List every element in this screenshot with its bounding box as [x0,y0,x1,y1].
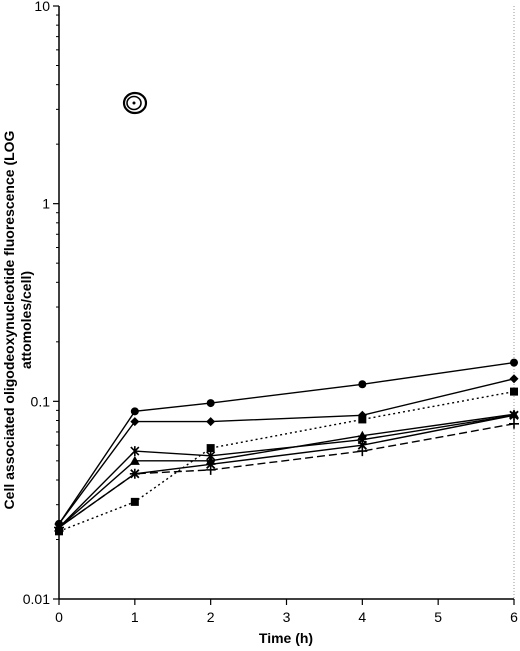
data-point-square [358,415,367,424]
data-point-circle [206,399,215,408]
y-axis-title-line2: attomoles/cell) [18,271,34,369]
data-point-square [206,444,215,453]
series-line [58,361,515,525]
y-tick-label: 0.01 [23,591,50,607]
data-point-plus [54,522,64,533]
y-tick-label: 10 [34,0,50,14]
data-point-square [510,387,518,396]
data-point-triangle [129,455,140,465]
series-7-plus [54,418,519,533]
data-point-x [357,440,367,450]
x-tick-label: 2 [207,609,215,625]
data-point-plus [509,418,519,429]
y-axis-ticks: 0.01 0.1 1 10 [23,0,59,607]
x-tick-label: 1 [131,609,139,625]
series-line [58,423,515,529]
series-2-diamond [54,374,519,529]
x-tick-label: 3 [283,609,291,625]
data-point-square [130,497,139,506]
y-axis-title-line1: Cell associated oligodeoxynucleotide flu… [1,130,17,509]
x-tick-label: 4 [358,609,366,625]
data-point-plus [357,446,368,457]
data-point-circle [130,407,139,416]
series-1-circle [55,358,518,528]
series-line [58,390,515,532]
data-point-plus [129,468,140,479]
data-point-diamond [509,374,519,384]
data-point-x [206,459,216,469]
series-layer [54,358,519,536]
y-tick-label: 1 [42,196,50,212]
handwritten-circle-mark [122,91,148,115]
x-tick-label: 5 [434,609,442,625]
data-point-circle [510,358,518,367]
data-point-triangle [509,409,519,419]
data-point-x [509,410,519,420]
data-point-star [130,446,140,457]
x-axis-title: Time (h) [259,630,313,646]
x-tick-label: 0 [55,609,63,625]
data-point-diamond [130,417,140,427]
series-6-x [54,410,519,533]
data-point-plus [205,464,216,475]
x-axis-ticks: 0 1 2 3 4 5 6 [55,599,518,625]
data-point-triangle [357,430,368,440]
x-tick-label: 6 [510,609,518,625]
y-tick-label: 0.1 [31,393,51,409]
series-line [58,378,515,525]
data-point-diamond [206,417,216,427]
data-point-circle [358,380,367,389]
